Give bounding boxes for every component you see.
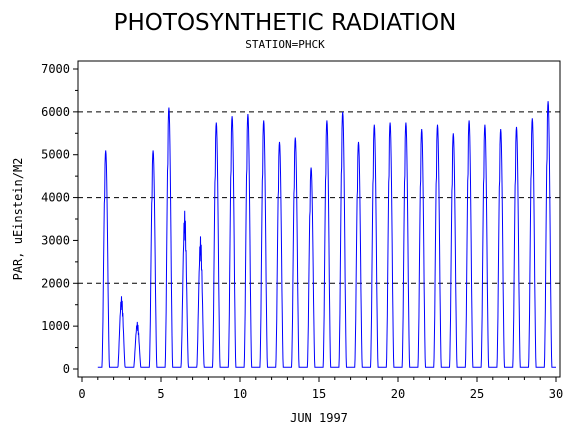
reference-lines — [78, 111, 560, 284]
x-tick-label: 30 — [549, 387, 563, 401]
y-tick-label: 7000 — [41, 62, 70, 76]
y-tick-label: 2000 — [41, 276, 70, 290]
y-tick-label: 6000 — [41, 105, 70, 119]
x-tick-label: 15 — [312, 387, 326, 401]
y-axis-label: PAR, uEinstein/M2 — [11, 158, 25, 281]
x-tick-label: 0 — [78, 387, 85, 401]
y-tick-label: 5000 — [41, 148, 70, 162]
x-tick-label: 20 — [391, 387, 405, 401]
x-tick-label: 5 — [157, 387, 164, 401]
y-tick-label: 4000 — [41, 191, 70, 205]
y-tick-label: 3000 — [41, 233, 70, 247]
x-tick-label: 25 — [470, 387, 484, 401]
y-tick-label: 0 — [63, 362, 70, 376]
x-axis: 0 5 10 15 20 25 30 — [78, 377, 563, 401]
chart-subtitle: STATION=PHCK — [245, 38, 325, 51]
x-tick-label: 10 — [233, 387, 247, 401]
y-axis: 0 1000 2000 3000 4000 5000 6000 7000 — [41, 62, 78, 376]
series-line-par — [97, 101, 556, 368]
x-axis-label: JUN 1997 — [290, 411, 348, 425]
chart-title: PHOTOSYNTHETIC RADIATION — [114, 10, 457, 36]
y-tick-label: 1000 — [41, 319, 70, 333]
